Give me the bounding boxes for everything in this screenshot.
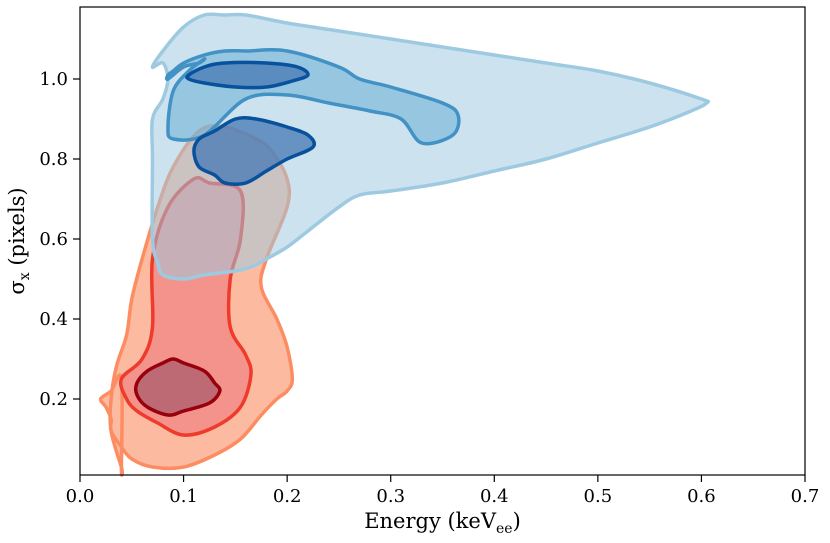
x-tick-label: 0.1 <box>169 486 198 507</box>
y-axis-title: σx (pixels) <box>5 187 33 294</box>
y-tick-label: 1.0 <box>39 69 68 90</box>
x-tick-label: 0.0 <box>66 486 95 507</box>
x-tick-label: 0.5 <box>584 486 613 507</box>
y-tick-label: 0.4 <box>39 309 68 330</box>
blue-population-contours <box>150 12 710 281</box>
blue-population-inner-top-contour <box>185 60 310 90</box>
y-tick-label: 0.8 <box>39 149 68 170</box>
blue-population-inner-bottom-contour <box>192 116 317 186</box>
contour-layer <box>98 12 710 477</box>
x-axis-title: Energy (keVee) <box>364 509 521 537</box>
red-population-inner-contour <box>133 357 222 417</box>
plot-frame <box>79 6 806 476</box>
x-tick-label: 0.3 <box>376 486 405 507</box>
x-tick-label: 0.2 <box>273 486 302 507</box>
axis-ticks: 0.0 0.1 0.2 0.3 0.4 0.5 0.6 0.7 0.2 0.4 0.6 0.8 1.0 <box>39 69 819 507</box>
y-tick-label: 0.2 <box>39 389 68 410</box>
x-tick-label: 0.4 <box>480 486 509 507</box>
x-tick-label: 0.7 <box>791 486 820 507</box>
x-tick-label: 0.6 <box>687 486 716 507</box>
y-tick-label: 0.6 <box>39 229 68 250</box>
